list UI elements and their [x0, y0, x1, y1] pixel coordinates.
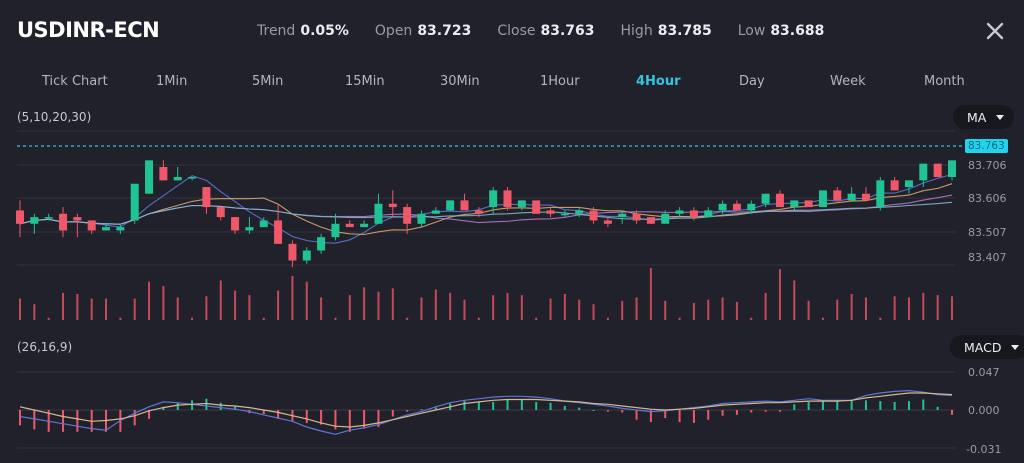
tab-5min[interactable]: 5Min	[252, 74, 284, 89]
tab-day[interactable]: Day	[739, 74, 765, 89]
stat-low: Low 83.688	[737, 23, 825, 39]
close-button[interactable]	[984, 20, 1006, 42]
macd-axis-tick: -0.031	[966, 443, 1002, 456]
close-icon	[986, 22, 1004, 40]
price-axis-tick: 83.507	[968, 226, 1007, 239]
header: USDINR-ECN Trend 0.05% Open 83.723 Close 83…	[0, 0, 1024, 64]
price-axis-tick: 83.606	[968, 192, 1007, 205]
tab-30min[interactable]: 30Min	[440, 74, 480, 89]
symbol-title: USDINR-ECN	[17, 18, 160, 42]
caret-down-icon	[996, 114, 1005, 120]
timeframe-tabs: Tick Chart 1Min 5Min 15Min 30Min 1Hour 4Hour Da…	[0, 74, 1024, 94]
tab-tick-chart[interactable]: Tick Chart	[42, 74, 108, 89]
stat-open: Open 83.723	[374, 23, 472, 39]
stat-high: High 83.785	[620, 23, 712, 39]
tab-week[interactable]: Week	[830, 74, 866, 89]
macd-axis-tick: 0.000	[968, 404, 1000, 417]
ma-indicator-dropdown[interactable]: MA	[953, 105, 1015, 129]
macd-axis-tick: 0.047	[968, 366, 1000, 379]
macd-indicator-dropdown[interactable]: MACD	[950, 335, 1024, 359]
ma-params-label: (5,10,20,30)	[17, 110, 92, 124]
tab-4hour[interactable]: 4Hour	[636, 74, 681, 89]
stat-trend: Trend 0.05%	[257, 23, 349, 39]
tab-1min[interactable]: 1Min	[156, 74, 188, 89]
current-price-badge: 83.763	[965, 139, 1008, 153]
price-axis-tick: 83.706	[968, 159, 1007, 172]
price-stats: Trend 0.05% Open 83.723 Close 83.763 High 83…	[257, 23, 824, 39]
macd-params-label: (26,16,9)	[17, 340, 73, 354]
price-axis-tick: 83.407	[968, 251, 1007, 264]
caret-down-icon	[1011, 344, 1020, 350]
tab-1hour[interactable]: 1Hour	[540, 74, 580, 89]
stat-close: Close 83.763	[497, 23, 595, 39]
tab-month[interactable]: Month	[924, 74, 965, 89]
tab-15min[interactable]: 15Min	[345, 74, 385, 89]
